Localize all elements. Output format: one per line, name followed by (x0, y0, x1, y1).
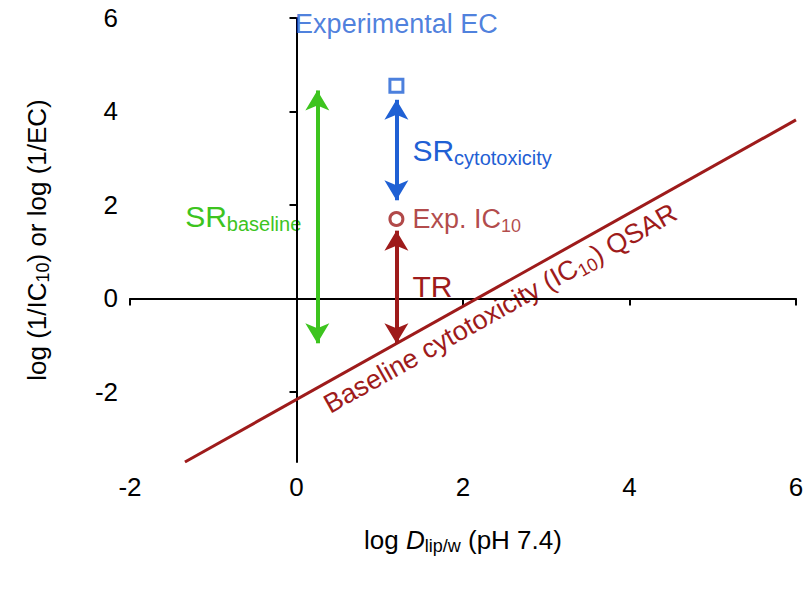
svg-text:(pH 7.4): (pH 7.4) (461, 525, 562, 555)
svg-text:SR: SR (185, 200, 227, 233)
svg-text:baseline: baseline (227, 213, 302, 235)
svg-text:0: 0 (289, 472, 303, 502)
svg-text:lip/w: lip/w (425, 536, 462, 556)
svg-text:4: 4 (622, 472, 636, 502)
svg-text:10: 10 (33, 262, 53, 282)
svg-text:D: D (406, 525, 425, 555)
svg-text:cytotoxicity: cytotoxicity (454, 147, 552, 169)
svg-text:log (1/IC: log (1/IC (22, 283, 52, 381)
svg-text:4: 4 (104, 96, 118, 126)
svg-text:) or log (1/EC): ) or log (1/EC) (22, 99, 52, 262)
svg-text:Exp. IC: Exp. IC (412, 204, 501, 234)
svg-text:2: 2 (456, 472, 470, 502)
svg-text:6: 6 (104, 3, 118, 33)
svg-text:Baseline cytotoxicity (IC: Baseline cytotoxicity (IC (319, 253, 584, 419)
svg-text:-2: -2 (95, 377, 118, 407)
svg-text:log: log (364, 525, 406, 555)
svg-text:0: 0 (104, 283, 118, 313)
svg-text:SR: SR (412, 134, 454, 167)
svg-text:Experimental EC: Experimental EC (295, 9, 498, 39)
svg-text:6: 6 (789, 472, 803, 502)
svg-text:) QSAR: ) QSAR (586, 198, 682, 270)
svg-text:10: 10 (501, 216, 521, 236)
svg-text:10: 10 (574, 253, 602, 281)
svg-text:2: 2 (104, 190, 118, 220)
svg-text:TR: TR (412, 270, 453, 304)
svg-text:-2: -2 (118, 472, 141, 502)
